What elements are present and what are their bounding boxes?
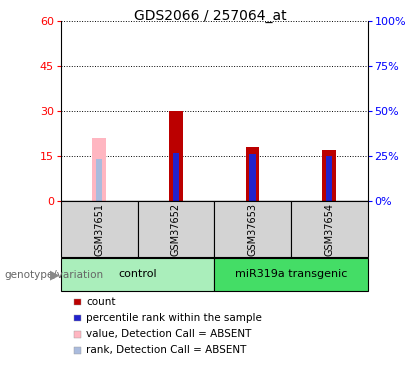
Text: control: control [118,269,157,279]
Bar [322,150,336,201]
Bar [61,258,214,291]
Text: percentile rank within the sample: percentile rank within the sample [86,313,262,323]
Text: count: count [86,297,116,307]
Bar [249,154,256,201]
Text: genotype/variation: genotype/variation [4,270,103,279]
Text: GSM37652: GSM37652 [171,202,181,256]
Text: ▶: ▶ [50,268,60,281]
Bar [173,153,179,201]
Text: rank, Detection Call = ABSENT: rank, Detection Call = ABSENT [86,345,247,355]
Bar [169,111,183,201]
Text: GSM37654: GSM37654 [324,202,334,256]
Bar [246,147,260,201]
Bar [96,159,102,201]
Bar [138,201,214,257]
Text: GDS2066 / 257064_at: GDS2066 / 257064_at [134,9,286,23]
Text: miR319a transgenic: miR319a transgenic [235,269,347,279]
Bar [326,156,332,201]
Bar [214,258,368,291]
Bar [291,201,368,257]
Bar [214,201,291,257]
Text: value, Detection Call = ABSENT: value, Detection Call = ABSENT [86,329,252,339]
Text: GSM37651: GSM37651 [94,202,104,256]
Bar [92,138,106,201]
Bar [61,201,138,257]
Text: GSM37653: GSM37653 [247,202,257,256]
